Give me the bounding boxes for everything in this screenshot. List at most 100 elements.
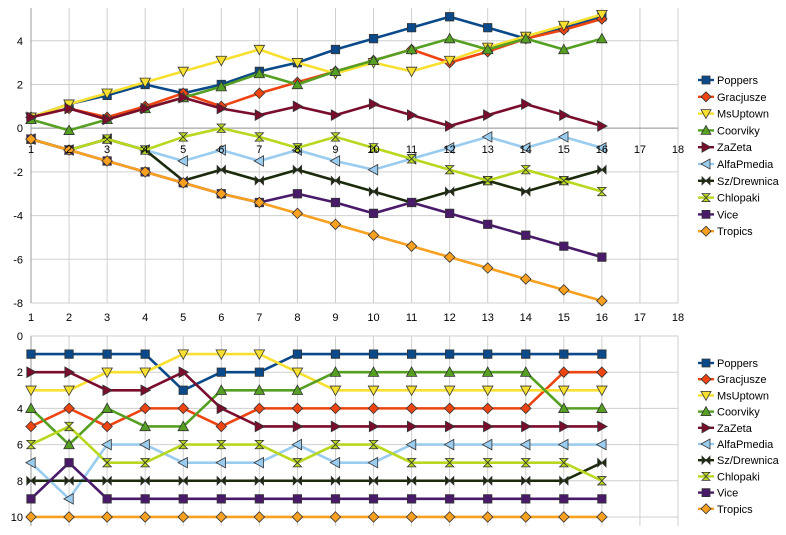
data-point (178, 475, 188, 486)
legend-item: Tropics (698, 503, 753, 516)
data-point (102, 349, 112, 359)
legend-item: Sz/Drewnica (698, 455, 780, 467)
data-point (596, 366, 608, 378)
legend-item: Vice (698, 209, 738, 221)
data-point (559, 349, 569, 359)
data-point (595, 438, 607, 451)
data-point (292, 100, 304, 113)
x-tick-label: 9 (332, 144, 338, 156)
data-point (445, 120, 456, 132)
legend-swatch-marker (700, 109, 712, 120)
data-point (25, 385, 37, 397)
x-tick-label: 2 (66, 144, 72, 156)
legend-swatch-marker (701, 193, 711, 202)
data-point (596, 385, 608, 397)
data-point (559, 475, 569, 486)
data-point (292, 458, 303, 468)
legend-swatch-marker (700, 438, 711, 450)
data-point (443, 251, 456, 263)
data-point (406, 458, 417, 468)
data-point (64, 102, 76, 115)
legend-label: Poppers (717, 75, 758, 87)
data-point (596, 295, 608, 307)
x-tick-label: 11 (406, 144, 417, 156)
data-point (521, 186, 531, 197)
legend-swatch-marker (701, 472, 711, 481)
series-zazeta (26, 366, 608, 433)
data-point (443, 141, 455, 154)
legend-label: Chlopaki (717, 471, 760, 483)
data-point (558, 366, 570, 378)
series-alfapmedia (24, 438, 607, 505)
data-point (406, 23, 417, 33)
legend-swatch-marker (701, 455, 711, 466)
data-point (481, 402, 494, 415)
y-tick-label: 0 (17, 331, 23, 343)
legend-item: MsUptown (698, 109, 769, 121)
data-point (368, 33, 379, 44)
data-point (481, 262, 494, 274)
data-point (330, 175, 341, 186)
data-point (596, 9, 608, 21)
y-tick-label: 2 (17, 79, 23, 91)
data-point (253, 402, 266, 415)
data-point (102, 494, 112, 504)
legend-item: Gracjusze (698, 373, 767, 386)
data-point (329, 385, 342, 397)
data-point (330, 420, 342, 433)
data-point (557, 131, 569, 143)
data-point (63, 402, 75, 415)
data-point (25, 402, 37, 413)
legend: Poppers Gracjusze MsUptown Coorviky ZaZeta Al… (698, 75, 780, 238)
data-point (63, 385, 75, 397)
data-point (483, 23, 493, 33)
data-point (292, 475, 303, 486)
data-point (368, 420, 380, 433)
x-tick-label: 16 (596, 144, 608, 156)
data-point (101, 458, 113, 468)
data-point (291, 402, 304, 415)
y-tick-label: 4 (17, 403, 23, 415)
y-tick-label: -6 (13, 254, 23, 266)
legend-swatch-marker (700, 91, 712, 103)
data-point (406, 349, 417, 359)
data-point (443, 511, 456, 523)
series-poppers (26, 349, 607, 395)
data-point (101, 402, 113, 413)
data-point (177, 511, 190, 523)
series-chlopaki (25, 123, 608, 197)
data-point (597, 349, 607, 359)
legend-item: Chlopaki (698, 471, 760, 483)
legend: Poppers Gracjusze MsUptown Coorviky ZaZeta Al… (698, 358, 780, 516)
data-point (597, 494, 607, 504)
data-point (292, 420, 304, 433)
series-line (30, 370, 602, 446)
data-point (254, 494, 264, 504)
data-point (405, 402, 418, 415)
x-tick-label: 3 (104, 312, 110, 324)
data-point (483, 494, 493, 504)
data-point (445, 12, 455, 22)
data-point (445, 349, 455, 359)
data-point (483, 420, 494, 433)
data-point (63, 421, 75, 432)
data-point (559, 109, 570, 121)
y-tick-label: -4 (13, 211, 23, 223)
legend-label: AlfaPmedia (717, 439, 774, 451)
x-tick-label: 7 (256, 144, 262, 156)
data-point (519, 402, 532, 415)
series-line (30, 96, 603, 128)
x-tick-label: 11 (406, 312, 417, 324)
data-point (101, 155, 113, 167)
data-point (292, 143, 303, 153)
data-point (558, 284, 570, 296)
x-tick-label: 13 (482, 144, 494, 156)
data-point (367, 385, 380, 397)
data-point (405, 511, 418, 523)
data-point (445, 475, 455, 486)
data-point (215, 420, 228, 433)
data-point (63, 511, 75, 523)
data-point (596, 32, 608, 44)
data-point (253, 511, 266, 523)
series-line (30, 15, 603, 119)
